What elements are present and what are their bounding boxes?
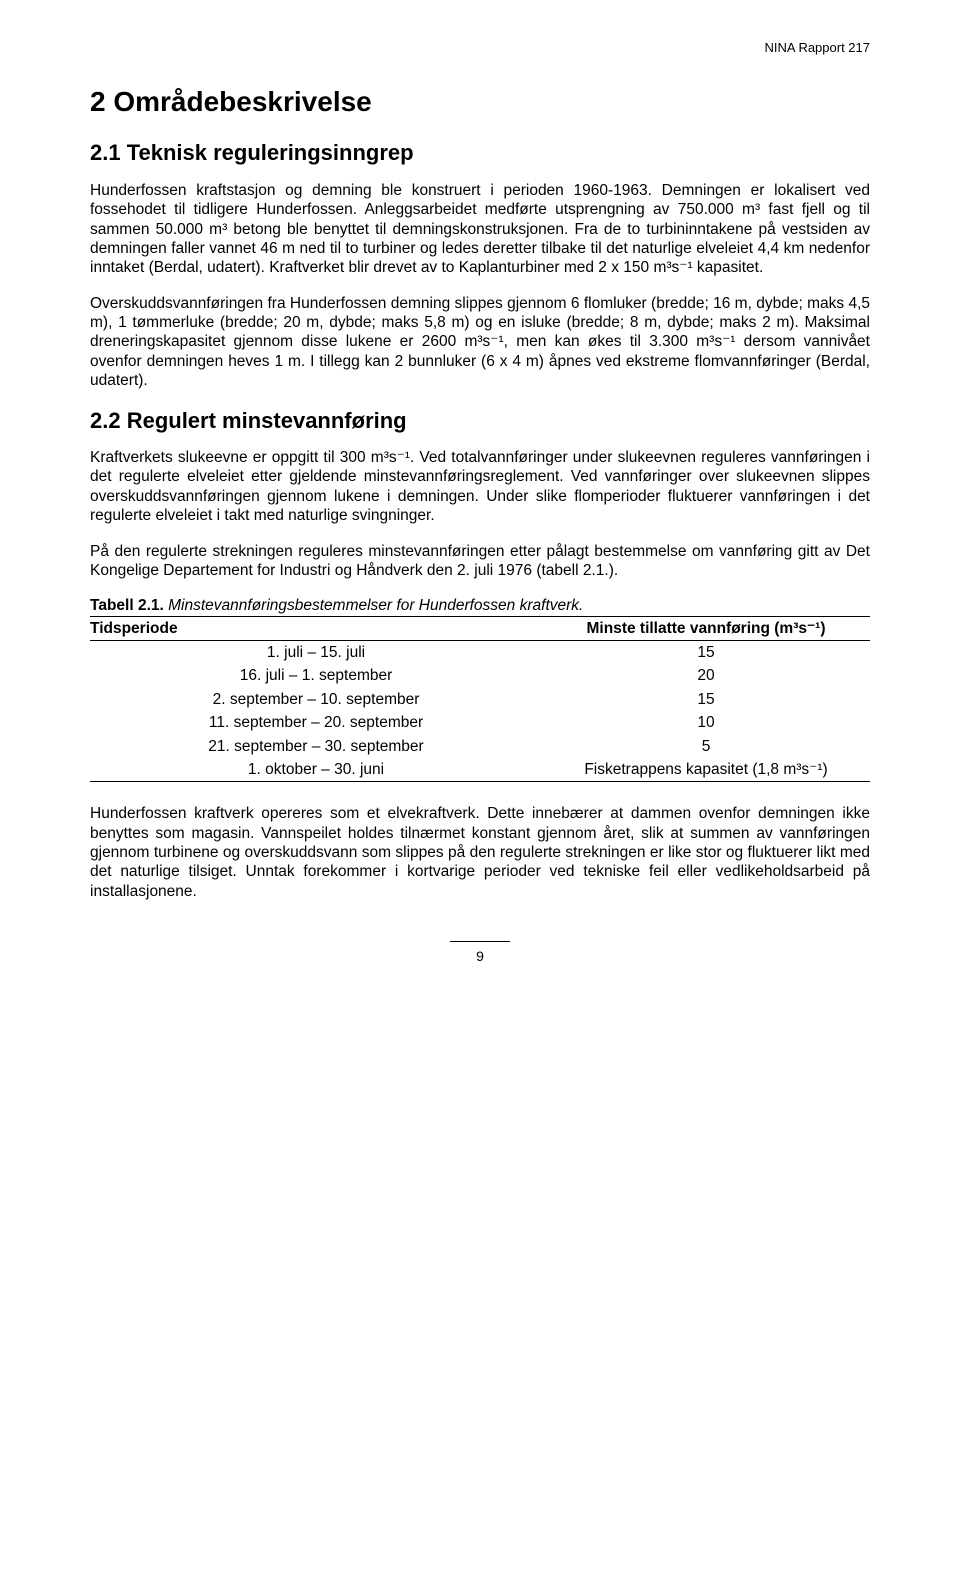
table-cell: 5 — [542, 735, 870, 758]
table-caption: Tabell 2.1. Minstevannføringsbestemmelse… — [90, 596, 870, 615]
table-row: 2. september – 10. september 15 — [90, 688, 870, 711]
table-cell: 2. september – 10. september — [90, 688, 542, 711]
table-cell: 1. juli – 15. juli — [90, 641, 542, 665]
table-cell: 20 — [542, 664, 870, 687]
body-paragraph: Hunderfossen kraftverk opereres som et e… — [90, 804, 870, 901]
table-cell: 16. juli – 1. september — [90, 664, 542, 687]
table-cell: 10 — [542, 711, 870, 734]
table-caption-label: Tabell 2.1. — [90, 597, 164, 614]
body-paragraph: På den regulerte strekningen reguleres m… — [90, 542, 870, 581]
table-caption-text: Minstevannføringsbestemmelser for Hunder… — [164, 597, 584, 614]
section-2-1-heading: 2.1 Teknisk reguleringsinngrep — [90, 139, 870, 167]
table-row: 1. oktober – 30. juni Fisketrappens kapa… — [90, 758, 870, 782]
body-paragraph: Hunderfossen kraftstasjon og demning ble… — [90, 181, 870, 278]
table-cell: 21. september – 30. september — [90, 735, 542, 758]
table-header-period: Tidsperiode — [90, 616, 542, 640]
table-row: 16. juli – 1. september 20 — [90, 664, 870, 687]
table-row: 11. september – 20. september 10 — [90, 711, 870, 734]
report-header: NINA Rapport 217 — [90, 40, 870, 56]
minstevannforing-table: Tidsperiode Minste tillatte vannføring (… — [90, 616, 870, 783]
table-cell: 15 — [542, 688, 870, 711]
table-row: 1. juli – 15. juli 15 — [90, 641, 870, 665]
table-row: 21. september – 30. september 5 — [90, 735, 870, 758]
body-paragraph: Overskuddsvannføringen fra Hunderfossen … — [90, 294, 870, 391]
table-cell: 15 — [542, 641, 870, 665]
table-header-value: Minste tillatte vannføring (m³s⁻¹) — [542, 616, 870, 640]
chapter-heading: 2 Områdebeskrivelse — [90, 84, 870, 119]
body-paragraph: Kraftverkets slukeevne er oppgitt til 30… — [90, 448, 870, 526]
section-2-2-heading: 2.2 Regulert minstevannføring — [90, 407, 870, 435]
table-cell: 11. september – 20. september — [90, 711, 542, 734]
table-cell: Fisketrappens kapasitet (1,8 m³s⁻¹) — [542, 758, 870, 782]
page-number: 9 — [450, 941, 510, 966]
table-cell: 1. oktober – 30. juni — [90, 758, 542, 782]
